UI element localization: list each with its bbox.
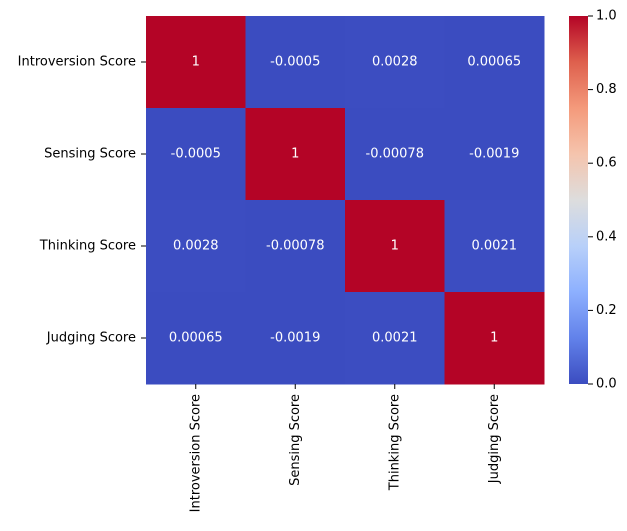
heatmap-annotations: 1 -0.0005 0.0028 0.00065 -0.0005 1 -0.00078 -0.… xyxy=(169,55,521,346)
colorbar-tick-label: 0.0 xyxy=(596,377,617,392)
y-tick-label: Thinking Score xyxy=(39,239,136,254)
cell-annotation: -0.00078 xyxy=(266,239,324,254)
cell-annotation: -0.0005 xyxy=(270,55,320,70)
colorbar-tick-label: 0.4 xyxy=(596,229,617,244)
colorbar-tick-label: 1.0 xyxy=(596,9,617,24)
cell-annotation: 0.00065 xyxy=(467,55,521,70)
cell-annotation: 1 xyxy=(391,239,399,254)
heatmap-cell xyxy=(146,16,246,109)
cell-annotation: -0.00078 xyxy=(366,147,424,162)
heatmap-cell xyxy=(146,200,246,293)
heatmap-cell xyxy=(345,200,445,293)
colorbar: 0.0 0.2 0.4 0.6 0.8 1.0 xyxy=(569,9,617,392)
heatmap-cell xyxy=(245,200,346,293)
heatmap-cell xyxy=(245,292,346,385)
y-axis: Introversion Score Sensing Score Thinking … xyxy=(18,55,146,346)
heatmap-cell xyxy=(146,108,246,201)
cell-annotation: 1 xyxy=(192,55,200,70)
cell-annotation: 1 xyxy=(490,331,498,346)
cell-annotation: -0.0019 xyxy=(270,331,320,346)
x-tick-label: Introversion Score xyxy=(188,394,203,512)
colorbar-tick-label: 0.6 xyxy=(596,156,617,171)
heatmap-cell xyxy=(444,108,545,201)
cell-annotation: 0.0021 xyxy=(472,239,518,254)
heatmap-cell xyxy=(146,292,246,385)
x-tick-label: Thinking Score xyxy=(387,394,402,491)
cell-annotation: -0.0005 xyxy=(171,147,221,162)
heatmap-cell xyxy=(444,292,545,385)
heatmap-cells xyxy=(146,16,545,385)
heatmap-cell xyxy=(444,16,545,109)
y-tick-label: Introversion Score xyxy=(18,55,136,70)
heatmap-cell xyxy=(245,108,346,201)
x-tick-label: Sensing Score xyxy=(288,394,303,486)
x-axis: Introversion Score Sensing Score Thinking … xyxy=(188,384,502,512)
colorbar-gradient xyxy=(569,16,588,384)
cell-annotation: 1 xyxy=(291,147,299,162)
heatmap-cell xyxy=(245,16,346,109)
cell-annotation: -0.0019 xyxy=(469,147,519,162)
y-tick-label: Sensing Score xyxy=(44,147,136,162)
colorbar-tick-label: 0.2 xyxy=(596,303,617,318)
y-tick-label: Judging Score xyxy=(46,331,136,346)
heatmap-cell xyxy=(345,16,445,109)
colorbar-tick-label: 0.8 xyxy=(596,82,617,97)
cell-annotation: 0.0021 xyxy=(372,331,418,346)
heatmap-cell xyxy=(345,108,445,201)
cell-annotation: 0.00065 xyxy=(169,331,223,346)
x-tick-label: Judging Score xyxy=(487,394,502,484)
heatmap-cell xyxy=(345,292,445,385)
cell-annotation: 0.0028 xyxy=(372,55,418,70)
cell-annotation: 0.0028 xyxy=(173,239,219,254)
heatmap-cell xyxy=(444,200,545,293)
